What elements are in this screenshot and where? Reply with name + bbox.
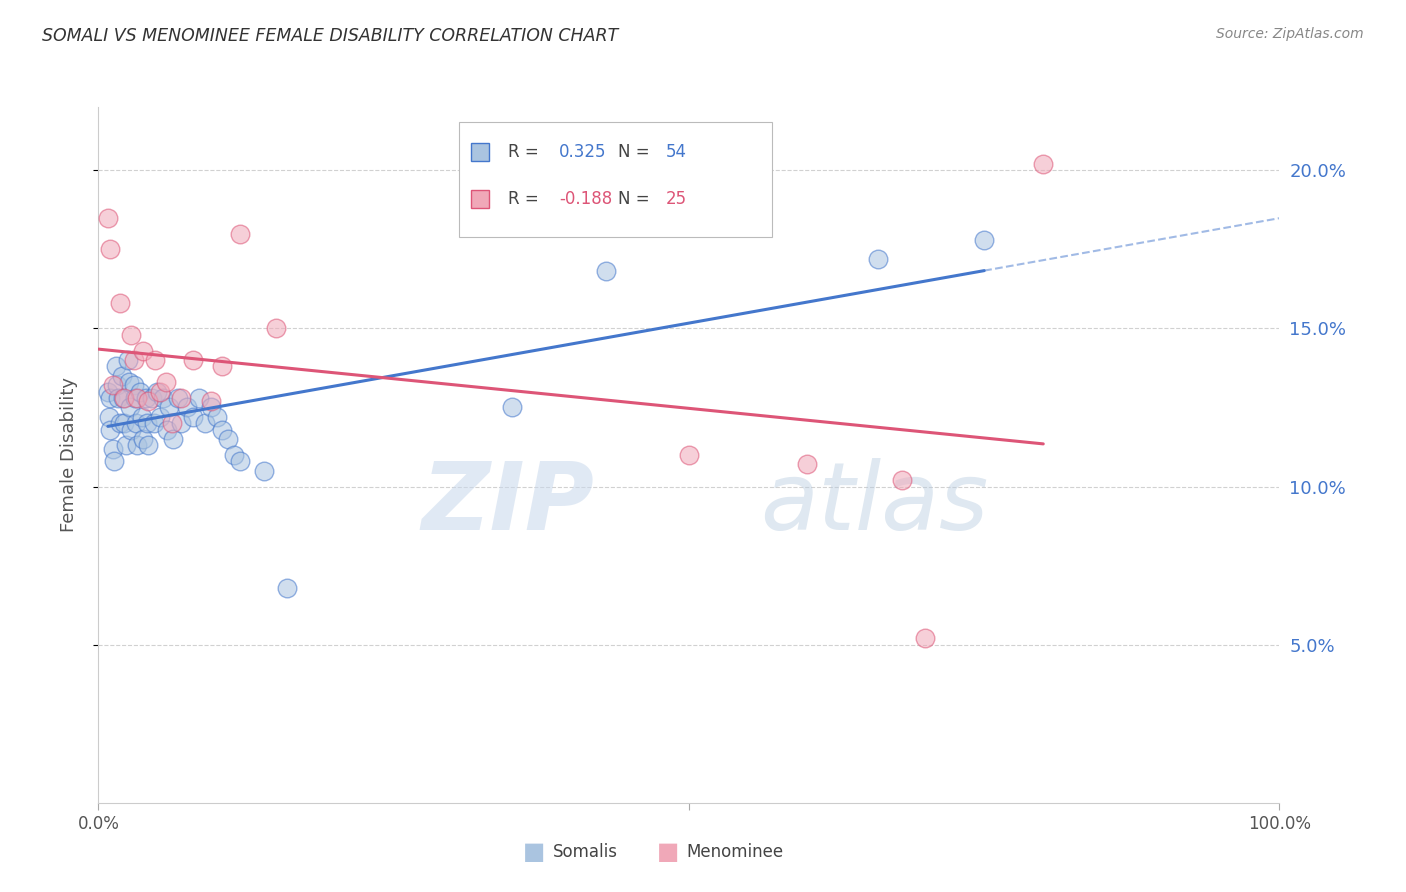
Point	[121, 423, 143, 437]
Point	[136, 438, 159, 452]
Point	[128, 384, 150, 399]
Point	[120, 401, 142, 415]
Point	[141, 391, 163, 405]
Text: 25: 25	[665, 190, 686, 208]
Point	[914, 632, 936, 646]
Point	[111, 368, 134, 383]
Point	[135, 391, 157, 405]
Point	[122, 378, 145, 392]
Point	[97, 384, 120, 399]
Point	[181, 353, 204, 368]
Point	[181, 409, 204, 424]
Text: ■: ■	[523, 840, 546, 863]
Point	[136, 394, 159, 409]
Point	[127, 438, 149, 452]
Text: N =: N =	[619, 190, 655, 208]
Y-axis label: Female Disability: Female Disability	[59, 377, 77, 533]
Text: N =: N =	[619, 143, 655, 161]
Point	[211, 423, 233, 437]
Point	[108, 417, 131, 431]
Point	[890, 473, 912, 487]
Text: ZIP: ZIP	[422, 458, 595, 549]
Point	[229, 454, 252, 468]
Point	[160, 417, 183, 431]
Point	[132, 432, 155, 446]
Point	[112, 391, 135, 405]
Point	[1032, 157, 1054, 171]
Point	[127, 391, 149, 405]
Point	[101, 378, 124, 392]
Point	[101, 442, 124, 456]
Point	[117, 353, 139, 368]
Point	[276, 581, 298, 595]
Point	[135, 417, 157, 431]
Text: Source: ZipAtlas.com: Source: ZipAtlas.com	[1216, 27, 1364, 41]
Point	[200, 401, 222, 415]
Point	[200, 394, 222, 409]
Point	[157, 401, 180, 415]
Point	[152, 391, 174, 405]
Text: atlas: atlas	[759, 458, 988, 549]
Point	[131, 409, 153, 424]
Point	[121, 327, 143, 342]
Text: Somalis: Somalis	[553, 843, 617, 861]
Point	[176, 401, 198, 415]
Point	[124, 391, 146, 405]
Point	[253, 464, 276, 478]
Point	[796, 458, 818, 472]
Point	[132, 343, 155, 358]
Point	[229, 227, 252, 241]
Point	[98, 409, 121, 424]
Point	[122, 353, 145, 368]
Point	[224, 448, 246, 462]
Point	[170, 417, 193, 431]
Point	[217, 432, 239, 446]
Point	[103, 454, 125, 468]
Point	[143, 353, 166, 368]
Point	[114, 438, 136, 452]
Point	[166, 391, 188, 405]
Point	[98, 243, 121, 257]
Point	[194, 417, 217, 431]
Text: 54: 54	[665, 143, 686, 161]
Point	[105, 359, 128, 374]
Point	[595, 264, 617, 278]
Point	[112, 391, 135, 405]
Point	[105, 378, 128, 392]
Point	[97, 211, 120, 225]
Point	[501, 401, 523, 415]
Point	[678, 448, 700, 462]
FancyBboxPatch shape	[458, 122, 772, 237]
Point	[142, 417, 165, 431]
Point	[170, 391, 193, 405]
Point	[187, 391, 209, 405]
Text: ■: ■	[657, 840, 679, 863]
Point	[973, 233, 995, 247]
Text: R =: R =	[508, 143, 544, 161]
Point	[264, 321, 287, 335]
Point	[156, 423, 179, 437]
Point	[107, 391, 129, 405]
Point	[205, 409, 228, 424]
Text: Menominee: Menominee	[686, 843, 783, 861]
Point	[149, 384, 172, 399]
Point	[211, 359, 233, 374]
Point	[118, 375, 141, 389]
Point	[98, 423, 121, 437]
Point	[112, 417, 135, 431]
Point	[125, 417, 148, 431]
Text: R =: R =	[508, 190, 544, 208]
Point	[866, 252, 889, 266]
Point	[98, 391, 121, 405]
Text: 0.325: 0.325	[560, 143, 606, 161]
Point	[162, 432, 184, 446]
Text: -0.188: -0.188	[560, 190, 612, 208]
Point	[108, 296, 131, 310]
Point	[155, 375, 177, 389]
Point	[146, 384, 169, 399]
Text: SOMALI VS MENOMINEE FEMALE DISABILITY CORRELATION CHART: SOMALI VS MENOMINEE FEMALE DISABILITY CO…	[42, 27, 619, 45]
Point	[149, 409, 172, 424]
